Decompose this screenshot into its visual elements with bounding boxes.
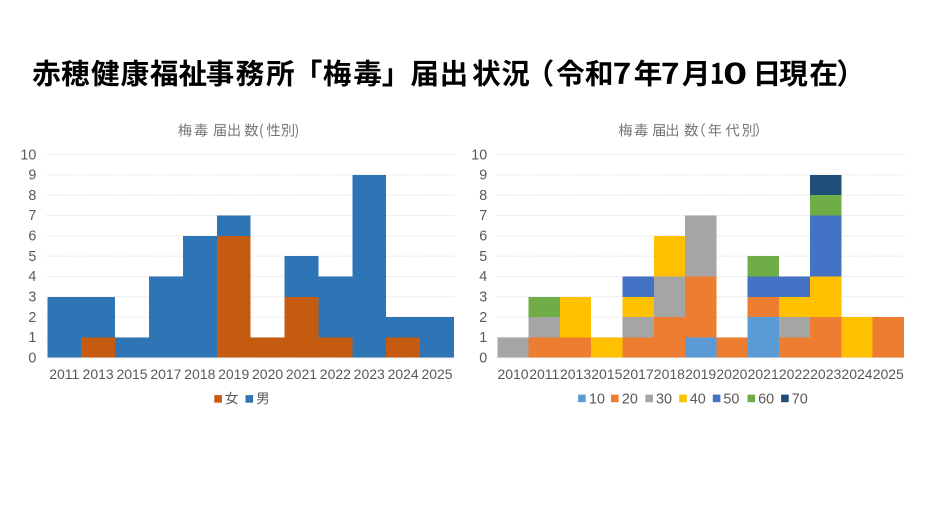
- svg-text:9: 9: [28, 168, 36, 184]
- svg-text:2024: 2024: [388, 366, 419, 382]
- svg-text:2013: 2013: [83, 366, 114, 382]
- svg-text:9: 9: [479, 168, 487, 184]
- svg-text:4: 4: [28, 269, 36, 285]
- svg-text:3: 3: [28, 289, 36, 305]
- svg-text:10: 10: [589, 391, 605, 407]
- svg-text:8: 8: [28, 188, 36, 204]
- svg-text:5: 5: [479, 249, 487, 265]
- svg-text:2021: 2021: [286, 366, 317, 382]
- svg-text:60: 60: [758, 391, 774, 407]
- svg-text:2018: 2018: [184, 366, 215, 382]
- svg-text:40: 40: [690, 391, 706, 407]
- svg-text:2020: 2020: [252, 366, 283, 382]
- svg-text:2022: 2022: [779, 366, 810, 382]
- svg-text:7: 7: [479, 208, 487, 224]
- svg-text:30: 30: [656, 391, 672, 407]
- svg-text:2025: 2025: [873, 366, 904, 382]
- svg-text:5: 5: [28, 249, 36, 265]
- svg-text:6: 6: [479, 229, 487, 245]
- svg-text:8: 8: [479, 188, 487, 204]
- svg-text:2: 2: [28, 310, 36, 326]
- svg-text:1: 1: [479, 330, 487, 346]
- svg-text:1: 1: [28, 330, 36, 346]
- svg-text:2010: 2010: [497, 366, 528, 382]
- svg-text:2018: 2018: [654, 366, 685, 382]
- svg-text:2011: 2011: [529, 366, 559, 382]
- svg-text:7: 7: [28, 208, 36, 224]
- svg-text:2017: 2017: [150, 366, 181, 382]
- svg-text:2023: 2023: [810, 366, 841, 382]
- svg-text:2011: 2011: [49, 366, 79, 382]
- svg-text:20: 20: [622, 391, 638, 407]
- svg-text:2019: 2019: [218, 366, 249, 382]
- svg-text:2015: 2015: [591, 366, 622, 382]
- svg-text:2015: 2015: [116, 366, 147, 382]
- svg-text:10: 10: [20, 147, 36, 163]
- svg-text:10: 10: [471, 147, 487, 163]
- svg-text:50: 50: [723, 391, 739, 407]
- svg-text:2021: 2021: [748, 366, 779, 382]
- svg-text:2017: 2017: [623, 366, 654, 382]
- svg-text:6: 6: [28, 229, 36, 245]
- svg-text:2019: 2019: [685, 366, 716, 382]
- svg-text:4: 4: [479, 269, 487, 285]
- svg-text:2024: 2024: [841, 366, 872, 382]
- svg-text:2025: 2025: [421, 366, 452, 382]
- svg-text:2020: 2020: [716, 366, 747, 382]
- svg-text:2013: 2013: [560, 366, 591, 382]
- svg-text:0: 0: [28, 350, 36, 366]
- svg-text:3: 3: [479, 289, 487, 305]
- svg-text:2023: 2023: [354, 366, 385, 382]
- svg-text:2022: 2022: [320, 366, 351, 382]
- svg-text:70: 70: [792, 391, 808, 407]
- svg-text:2: 2: [479, 310, 487, 326]
- svg-text:0: 0: [479, 350, 487, 366]
